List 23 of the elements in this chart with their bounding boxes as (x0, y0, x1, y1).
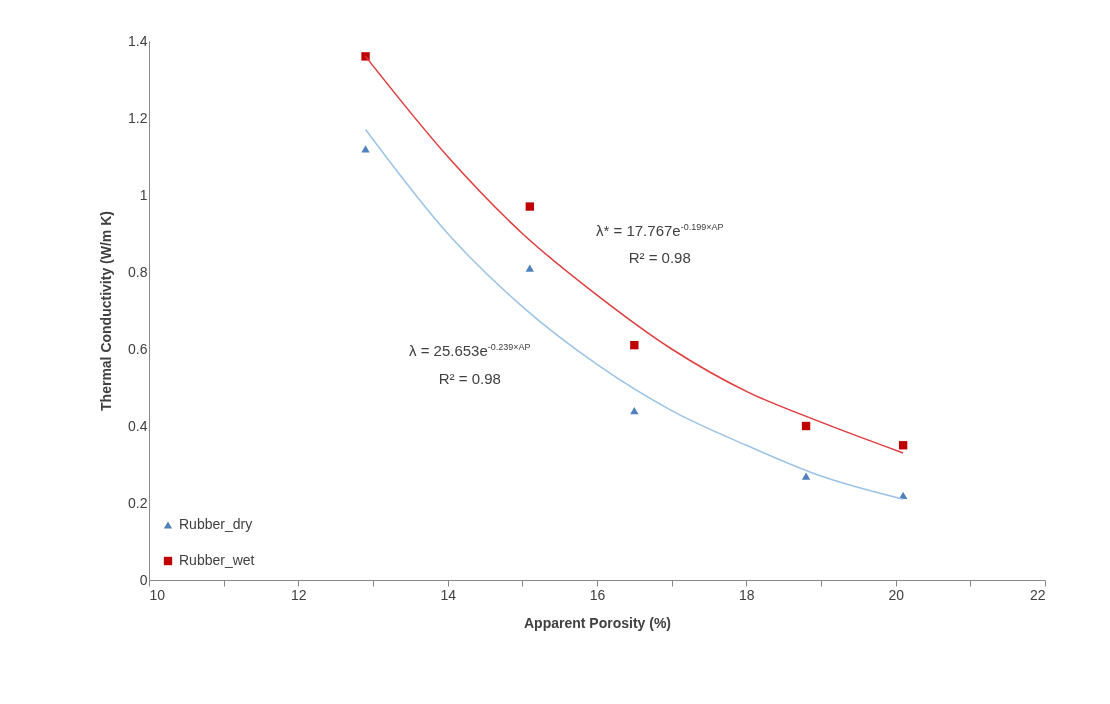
annotation: R² = 0.98 (438, 369, 501, 387)
legend-label: Rubber_dry (179, 516, 253, 532)
y-tick-label: 1.2 (128, 109, 148, 126)
y-tick-label: 1 (139, 186, 148, 203)
y-tick-label: 0.6 (128, 340, 148, 357)
x-axis-title: Apparent Porosity (%) (523, 614, 672, 631)
x-tick-label: 18 (739, 586, 755, 603)
annotation: R² = 0.98 (628, 248, 691, 266)
x-tick-label: 22 (1029, 586, 1046, 603)
y-tick-label: 0.4 (128, 417, 148, 434)
x-tick-label: 16 (589, 586, 606, 603)
x-tick-label: 20 (888, 586, 905, 603)
y-tick-label: 0.8 (128, 263, 148, 280)
y-tick-label: 0 (139, 571, 148, 588)
annotation: λ = 25.653e$^{-0.239×AP}$ (408, 341, 531, 359)
y-tick-label: 1.4 (128, 32, 148, 49)
legend-label: Rubber_wet (179, 552, 255, 568)
annotation: λ* = 17.767e$^{-0.199×AP}$ (596, 221, 724, 239)
y-tick-label: 0.2 (128, 494, 148, 511)
x-tick-label: 12 (291, 586, 307, 603)
x-tick-label: 10 (149, 586, 166, 603)
y-axis-title: Thermal Conductivity (W/m K) (98, 211, 115, 411)
x-tick-label: 14 (440, 586, 457, 603)
